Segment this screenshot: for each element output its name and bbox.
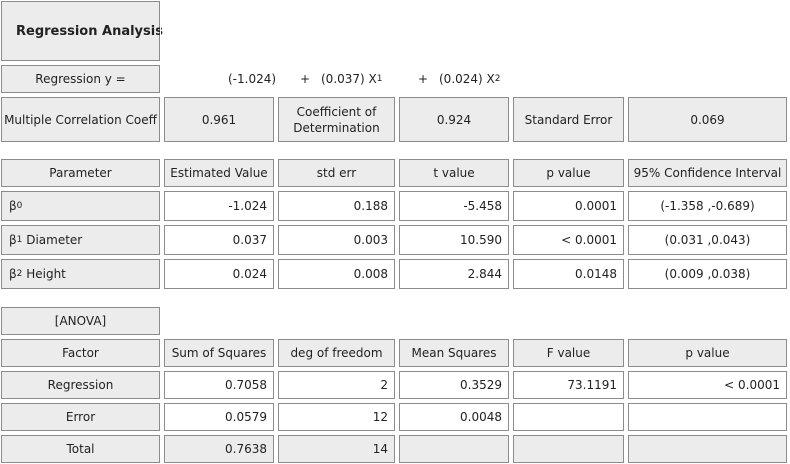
param-row-beta0-p-value: 0.0001 [512, 190, 625, 222]
param-row-beta2-ci: (0.009 ,0.038) [627, 258, 788, 290]
param-row-beta2-estimate: 0.024 [163, 258, 275, 290]
param-row-beta2-p-value: 0.0148 [512, 258, 625, 290]
param-row-beta1-p-value: < 0.0001 [512, 224, 625, 256]
anova-row-error-df: 12 [277, 402, 396, 432]
coefficient-of-determination-label: Coefficient of Determination [277, 96, 396, 143]
anova-row-regression-df: 2 [277, 370, 396, 400]
param-header-std-err: std err [277, 158, 396, 188]
param-header-confidence-interval: 95% Confidence Interval [627, 158, 788, 188]
anova-row-total-f [512, 434, 625, 464]
anova-header-deg-of-freedom: deg of freedom [277, 338, 396, 368]
anova-row-total-p [627, 434, 788, 464]
param-header-t-value: t value [398, 158, 510, 188]
param-row-beta2-std-err: 0.008 [277, 258, 396, 290]
anova-row-error-f [512, 402, 625, 432]
anova-row-error-ms: 0.0048 [398, 402, 510, 432]
anova-row-error-p [627, 402, 788, 432]
standard-error-label: Standard Error [512, 96, 625, 143]
anova-row-total-ss: 0.7638 [163, 434, 275, 464]
param-header-estimated-value: Estimated Value [163, 158, 275, 188]
intercept-term: (-1.024) [228, 72, 277, 86]
anova-header-mean-squares: Mean Squares [398, 338, 510, 368]
regression-equation-label: Regression y = [0, 64, 161, 94]
multiple-correlation-value: 0.961 [163, 96, 275, 143]
param-row-beta0-t-value: -5.458 [398, 190, 510, 222]
anova-row-total-ms [398, 434, 510, 464]
plus-sign-2: + [418, 72, 429, 86]
anova-row-regression-ms: 0.3529 [398, 370, 510, 400]
param-row-beta0-std-err: 0.188 [277, 190, 396, 222]
anova-row-regression-factor: Regression [0, 370, 161, 400]
anova-header-f-value: F value [512, 338, 625, 368]
param-row-beta1-std-err: 0.003 [277, 224, 396, 256]
anova-row-error-ss: 0.0579 [163, 402, 275, 432]
param-header-p-value: p value [512, 158, 625, 188]
anova-row-regression-f: 73.1191 [512, 370, 625, 400]
multiple-correlation-label: Multiple Correlation Coeff [0, 96, 161, 143]
param-row-beta1-estimate: 0.037 [163, 224, 275, 256]
standard-error-value: 0.069 [627, 96, 788, 143]
anova-row-total-df: 14 [277, 434, 396, 464]
anova-header-p-value: p value [627, 338, 788, 368]
anova-row-total-factor: Total [0, 434, 161, 464]
anova-row-regression-ss: 0.7058 [163, 370, 275, 400]
plus-sign-1: + [300, 72, 311, 86]
param-row-beta2-t-value: 2.844 [398, 258, 510, 290]
param-row-beta0-estimate: -1.024 [163, 190, 275, 222]
param-header-parameter: Parameter [0, 158, 161, 188]
anova-row-regression-p: < 0.0001 [627, 370, 788, 400]
anova-row-error-factor: Error [0, 402, 161, 432]
param-row-beta0-ci: (-1.358 ,-0.689) [627, 190, 788, 222]
anova-header-sum-of-squares: Sum of Squares [163, 338, 275, 368]
anova-label: [ANOVA] [0, 306, 161, 336]
param-row-beta1-ci: (0.031 ,0.043) [627, 224, 788, 256]
analysis-title: Regression Analysis [0, 0, 163, 62]
coefficient-of-determination-value: 0.924 [398, 96, 510, 143]
anova-header-factor: Factor [0, 338, 161, 368]
param-row-beta1-t-value: 10.590 [398, 224, 510, 256]
